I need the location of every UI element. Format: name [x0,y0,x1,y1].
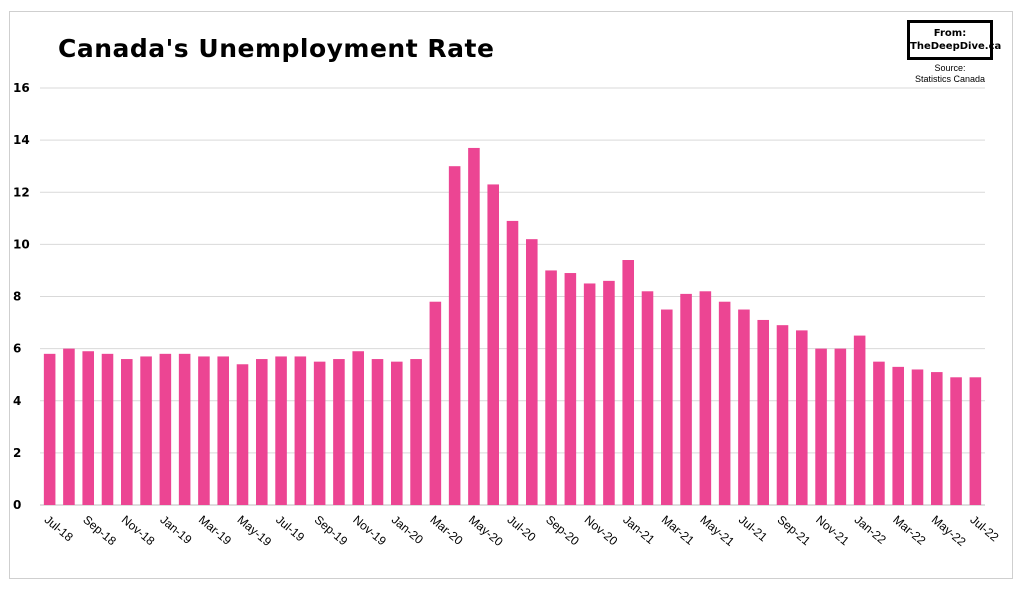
bar [429,301,442,505]
bar [371,359,384,505]
x-tick-label: May-19 [235,513,275,550]
bar [834,348,847,505]
x-tick-label: Mar-19 [196,513,234,548]
bar [699,291,712,505]
bar [275,356,287,505]
bar [448,166,461,505]
y-tick-label: 0 [13,498,21,512]
bar [661,309,673,505]
bar [410,359,422,505]
bar [853,335,866,505]
x-tick-label: Jan-19 [157,513,194,548]
x-tick-label: Sep-20 [543,513,582,549]
bar [178,353,191,505]
badge-site-label: TheDeepDive.ca [910,41,1002,52]
y-tick-label: 6 [13,342,21,356]
x-tick-label: May-21 [697,513,737,550]
bar [333,359,345,505]
x-tick-label: Sep-18 [80,513,119,549]
bar [101,353,114,505]
source-badge: From: TheDeepDive.ca [907,20,1002,60]
bar [776,325,789,505]
y-tick-label: 10 [13,237,30,251]
bars [43,147,982,505]
bar [506,220,519,505]
x-tick-label: Jan-21 [620,513,657,548]
x-tick-label: Jan-22 [852,513,889,548]
x-tick-label: May-20 [466,513,506,550]
x-tick-label: Sep-21 [775,513,814,549]
bar [564,273,577,505]
bar [468,147,480,505]
bar [313,361,326,505]
bar [198,356,210,505]
y-tick-label: 12 [13,185,30,199]
source-name: Statistics Canada [914,74,986,84]
y-tick-label: 14 [13,133,30,147]
bar [931,372,943,505]
bar [603,280,615,505]
source-note: Source: Statistics Canada [907,63,993,85]
x-tick-label: Mar-22 [890,513,928,548]
bar [969,377,982,505]
bar [911,369,924,505]
badge-from-label: From: [933,28,967,39]
y-axis: 0 2 4 6 8 10 12 14 16 [13,81,30,512]
bar [718,301,731,505]
x-tick-label: Nov-20 [582,513,621,549]
y-tick-label: 4 [13,394,21,408]
bar [892,366,904,505]
x-tick-label: Jul-21 [736,513,770,545]
bar [294,356,307,505]
bar [738,309,750,505]
x-tick-label: Jan-20 [389,513,426,548]
x-axis: Jul-18 Sep-18 Nov-18 Jan-19 Mar-19 May-19Jul-… [42,513,1002,550]
bar [140,356,152,505]
bar [680,293,692,505]
bar [391,361,403,505]
x-tick-label: Nov-21 [813,513,852,549]
bar [82,351,94,505]
bar [43,353,56,505]
x-tick-label: Jul-20 [505,513,539,545]
x-tick-label: Jul-22 [967,513,1001,545]
bar [622,260,634,505]
x-tick-label: Jul-19 [273,513,307,545]
y-tick-label: 2 [13,446,21,460]
bar [583,283,596,505]
x-tick-label: Nov-18 [119,513,158,549]
bar [526,239,538,505]
y-tick-label: 8 [13,290,21,304]
bar [487,184,499,505]
bar [217,356,229,505]
x-tick-label: Sep-19 [312,513,351,549]
chart-title: Canada's Unemployment Rate [58,34,495,63]
y-tick-label: 16 [13,81,30,95]
bar [815,348,827,505]
x-tick-label: Nov-19 [350,513,389,549]
bar [121,359,133,505]
bar [236,364,249,505]
bar [757,319,769,505]
bar [796,330,808,505]
source-label: Source: [934,63,966,73]
bar [873,361,885,505]
bar [641,291,654,505]
bar [545,270,557,505]
x-tick-label: Mar-20 [427,513,465,548]
bar [63,348,75,505]
x-tick-label: May-22 [929,513,969,550]
bar [256,359,268,505]
bar [950,377,962,505]
bar [352,351,364,505]
x-tick-label: Mar-21 [659,513,697,548]
x-tick-label: Jul-18 [42,513,76,545]
bar [159,353,172,505]
